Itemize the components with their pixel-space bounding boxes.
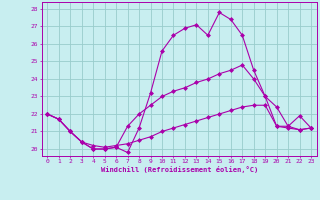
X-axis label: Windchill (Refroidissement éolien,°C): Windchill (Refroidissement éolien,°C) xyxy=(100,166,258,173)
